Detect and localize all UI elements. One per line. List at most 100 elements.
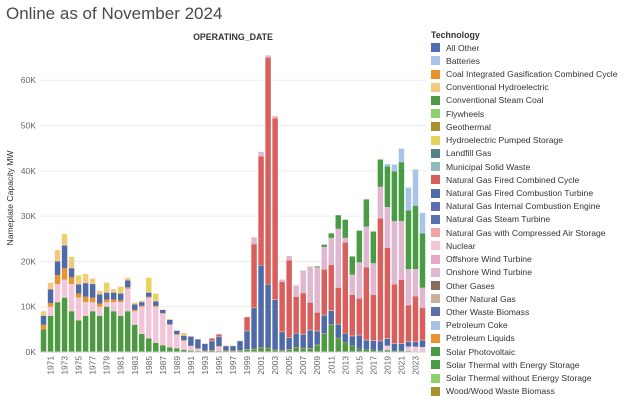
bar-segment (153, 293, 159, 301)
bar-segment (328, 233, 334, 238)
legend-item[interactable]: Municipal Solid Waste (431, 160, 624, 173)
legend-item[interactable]: Conventional Steam Coal (431, 94, 624, 107)
bar-segment (223, 346, 229, 351)
bar-segment (335, 338, 342, 352)
bar-segment (96, 303, 103, 307)
legend-item[interactable]: Other Gases (431, 279, 624, 292)
legend-item[interactable]: Offshore Wind Turbine (431, 253, 624, 266)
bar-segment (139, 305, 145, 307)
legend-label: Petroleum Coke (446, 320, 508, 331)
bar-segment (244, 317, 250, 331)
bar-segment (103, 302, 110, 307)
legend-item[interactable]: Geothermal (431, 120, 624, 133)
y-tick-label: 60K (21, 75, 37, 85)
legend-item[interactable]: Petroleum Liquids (431, 332, 624, 345)
legend-swatch (431, 228, 440, 238)
legend-item[interactable]: Onshore Wind Turbine (431, 266, 624, 279)
legend-label: Coal Integrated Gasification Combined Cy… (446, 69, 618, 80)
bar-segment (110, 311, 117, 352)
bar-segment (124, 288, 131, 312)
bar-segment (117, 291, 124, 294)
x-tick-label: 1995 (214, 356, 224, 375)
legend-item[interactable]: Batteries (431, 54, 624, 67)
legend-item[interactable]: Coal Integrated Gasification Combined Cy… (431, 67, 624, 80)
bar-segment (174, 348, 180, 352)
bar-segment (75, 293, 82, 298)
bar-segment (377, 218, 384, 341)
legend: Technology All Other Batteries Coal Integr… (431, 30, 624, 398)
bar-segment (286, 260, 292, 338)
bar-segment (349, 336, 356, 346)
legend-item[interactable]: Natural Gas Internal Combustion Engine (431, 200, 624, 213)
legend-item[interactable]: Solar Photovoltaic (431, 345, 624, 358)
bar-segment (405, 269, 412, 306)
legend-item[interactable]: Natural Gas Fired Combined Cycle (431, 173, 624, 186)
legend-item[interactable]: Flywheels (431, 107, 624, 120)
bar-segment (412, 296, 419, 342)
bar-segment (40, 311, 47, 316)
bar-segment (96, 290, 103, 295)
legend-item[interactable]: Other Waste Biomass (431, 305, 624, 318)
bar-segment (272, 116, 278, 119)
bar-segment (314, 267, 320, 313)
bar-segment (300, 348, 306, 352)
legend-label: Other Waste Biomass (446, 306, 530, 317)
bar-segment (405, 346, 412, 352)
bar-segment (40, 329, 47, 352)
bar-segment (300, 334, 306, 348)
legend-item[interactable]: Landfill Gas (431, 147, 624, 160)
bar-segment (335, 324, 342, 338)
legend-swatch (431, 95, 440, 105)
legend-swatch (431, 148, 440, 158)
legend-item[interactable]: Natural Gas Steam Turbine (431, 213, 624, 226)
legend-label: Municipal Solid Waste (446, 161, 531, 172)
bar-segment (195, 348, 201, 352)
legend-item[interactable]: Natural Gas with Compressed Air Storage (431, 226, 624, 239)
x-tick-label: 2007 (298, 356, 308, 375)
bar-segment (307, 330, 313, 349)
legend-item[interactable]: Solar Thermal without Energy Storage (431, 371, 624, 384)
legend-swatch (431, 241, 440, 251)
legend-item[interactable]: Solar Thermal with Energy Storage (431, 358, 624, 371)
bar-segment (356, 335, 363, 349)
bar-segment (47, 306, 54, 316)
legend-swatch (431, 82, 440, 92)
bar-segment (328, 310, 334, 325)
bar-segment (61, 234, 68, 239)
bar-segment (342, 242, 349, 333)
bar-segment (82, 296, 89, 303)
bar-segment (103, 299, 110, 303)
legend-item[interactable]: Natural Gas Fired Combustion Turbine (431, 186, 624, 199)
legend-item[interactable]: Petroleum Coke (431, 319, 624, 332)
legend-label: Natural Gas Fired Combined Cycle (446, 174, 580, 185)
bar-segment (174, 330, 180, 335)
bar-segment (61, 245, 68, 269)
legend-item[interactable]: All Other (431, 41, 624, 54)
bar-segment (47, 303, 54, 307)
bar-segment (307, 302, 313, 330)
bar-segment (103, 282, 110, 290)
bar-segment (384, 350, 391, 352)
legend-item[interactable]: Wood/Wood Waste Biomass (431, 385, 624, 398)
bar-segment (132, 304, 138, 310)
bar-segment (398, 221, 405, 280)
bar-segment (272, 299, 278, 350)
legend-item[interactable]: Conventional Hydroelectric (431, 81, 624, 94)
legend-item[interactable]: Hydroelectric Pumped Storage (431, 134, 624, 147)
bar-segment (356, 298, 363, 335)
bar-segment (103, 306, 110, 352)
bar-segment (251, 244, 257, 308)
legend-swatch (431, 135, 440, 145)
legend-label: Natural Gas Fired Combustion Turbine (446, 188, 594, 199)
bar-segment (47, 315, 54, 352)
bar-segment (363, 340, 370, 350)
legend-item[interactable]: Other Natural Gas (431, 292, 624, 305)
bar-segment (139, 333, 145, 352)
legend-label: Petroleum Liquids (446, 333, 515, 344)
bar-segment (244, 331, 250, 350)
x-tick-label: 1973 (60, 356, 70, 375)
y-tick-label: 30K (21, 211, 37, 221)
legend-item[interactable]: Nuclear (431, 239, 624, 252)
bar-segment (398, 279, 405, 344)
bar-segment (342, 219, 349, 238)
